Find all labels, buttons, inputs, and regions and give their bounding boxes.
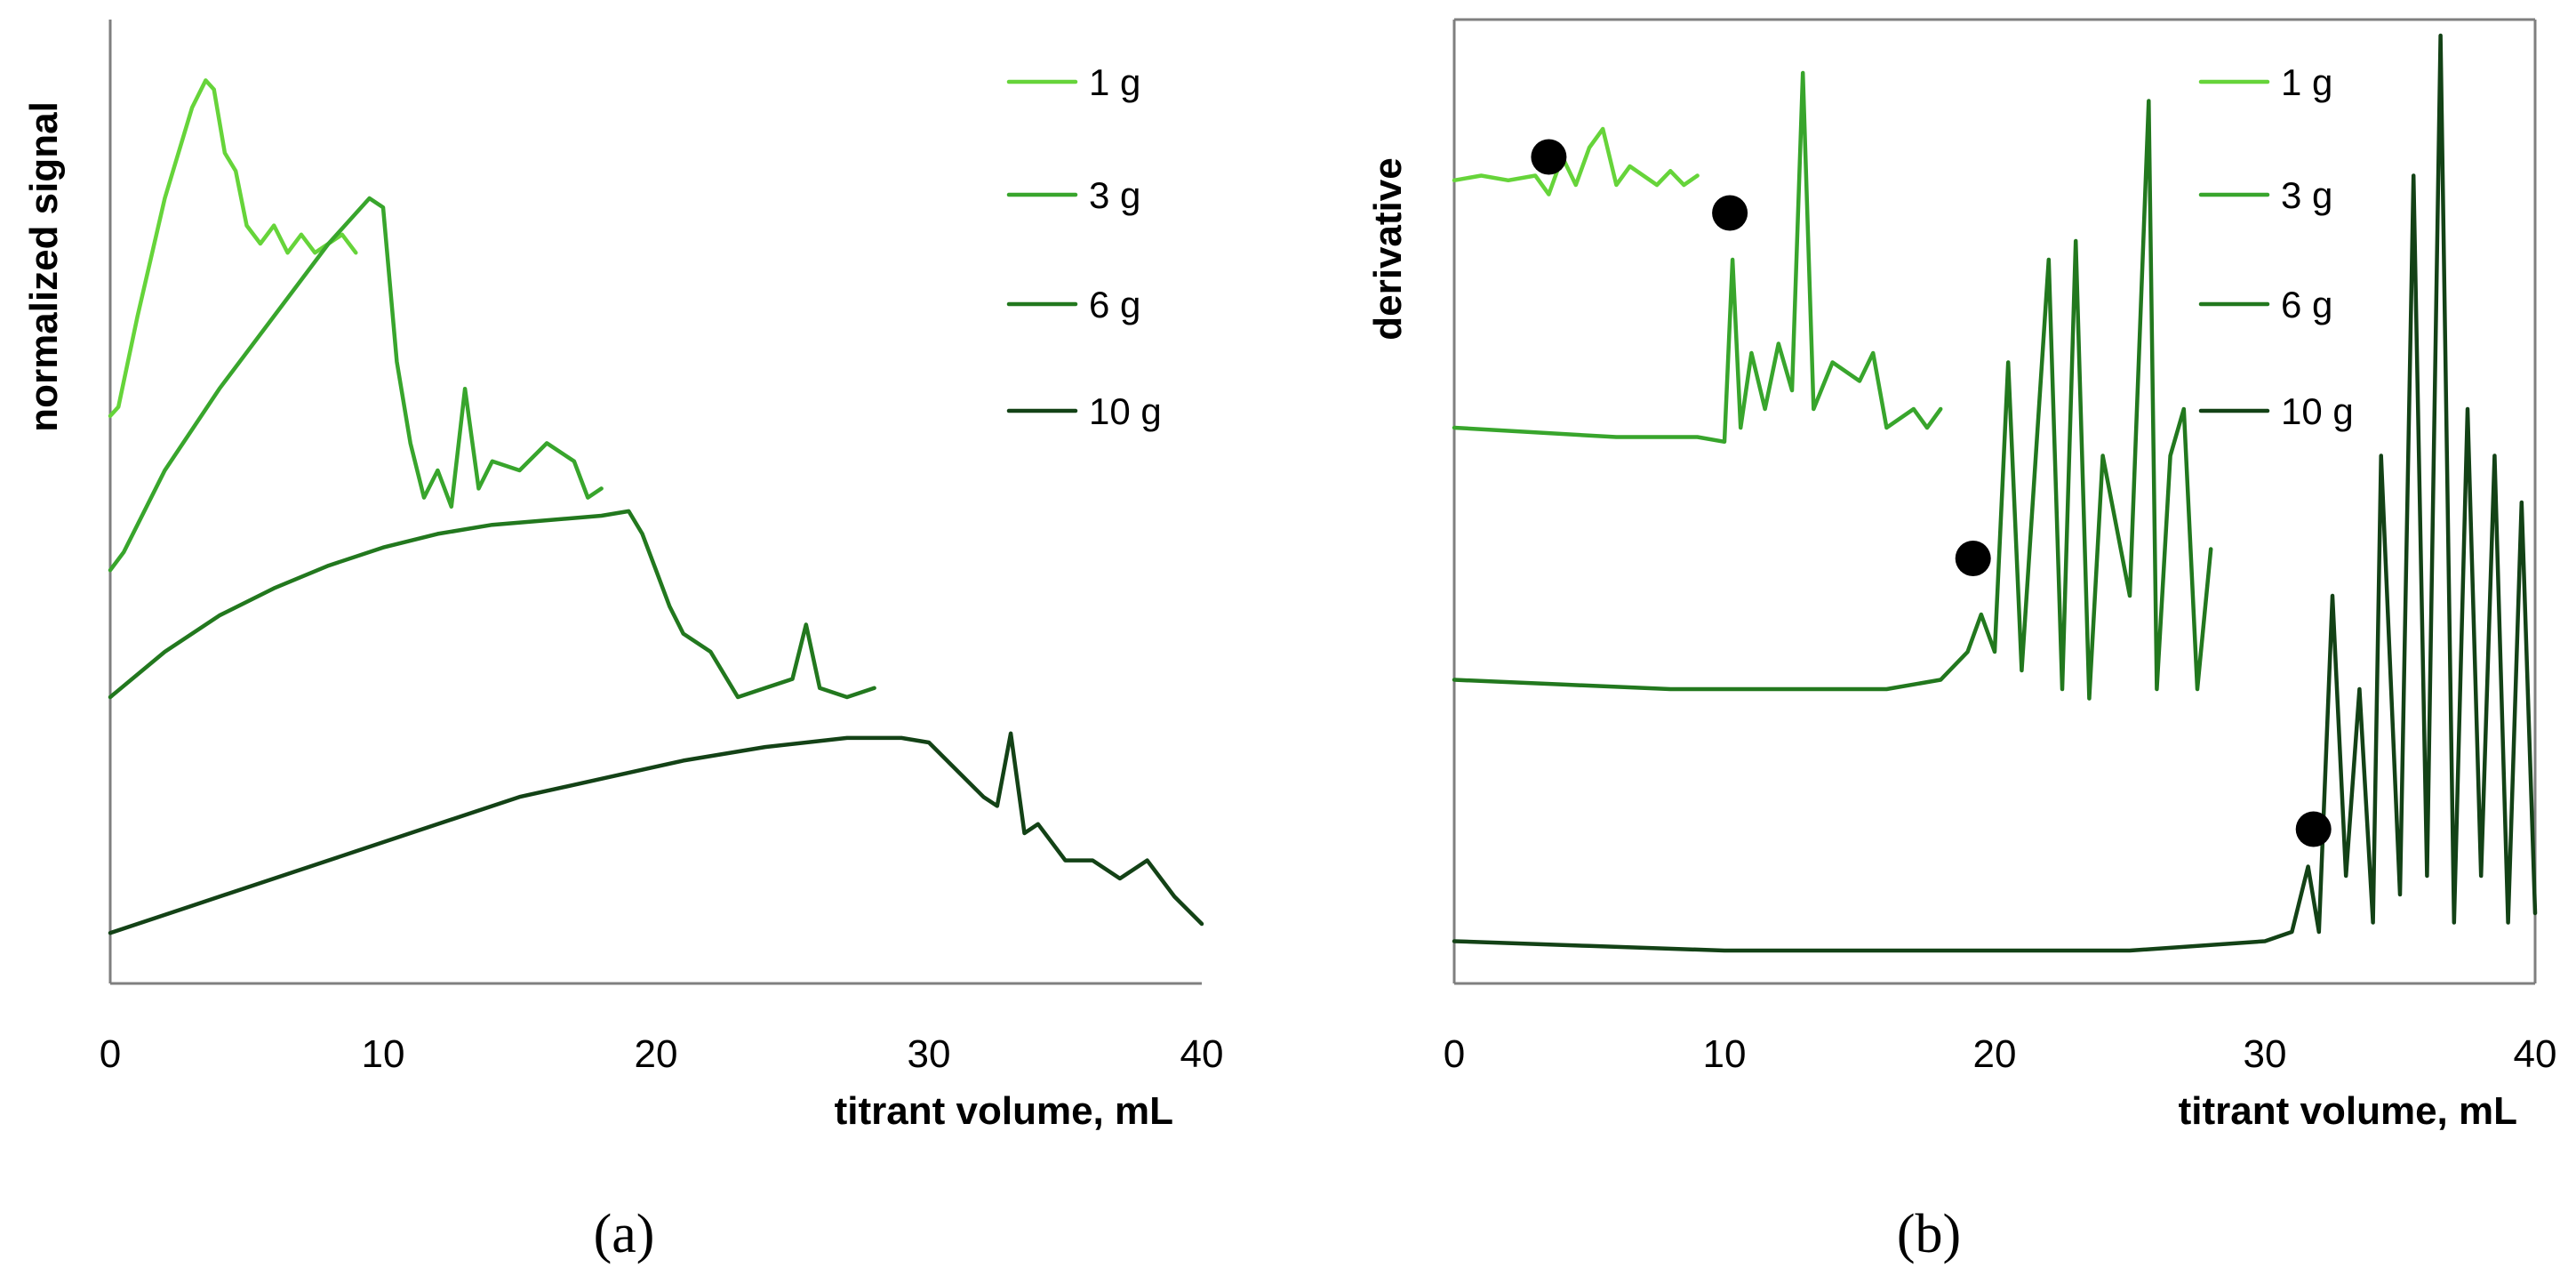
legend-label: 10 g bbox=[1089, 390, 1162, 432]
panel-label-b: (b) bbox=[1897, 1204, 1961, 1264]
x-tick-label: 30 bbox=[908, 1032, 951, 1076]
series-line-1g bbox=[108, 78, 358, 419]
x-tick-label: 30 bbox=[2244, 1032, 2287, 1076]
x-tick-labels-a: 0 10 20 30 40 bbox=[100, 1032, 1224, 1076]
x-axis-title-a: titrant volume, mL bbox=[835, 1089, 1173, 1133]
legend-label: 6 g bbox=[2281, 284, 2332, 325]
series-line-1g bbox=[1452, 126, 1700, 197]
series-line-6g bbox=[108, 509, 876, 700]
legend-b: 1 g 3 g 6 g 10 g bbox=[2198, 61, 2354, 432]
panel-a: 0 10 20 30 40 titrant volume, mL normali… bbox=[22, 20, 1223, 1264]
x-tick-label: 10 bbox=[1703, 1032, 1747, 1076]
endpoint-marker-3g bbox=[1712, 195, 1748, 231]
marker-group-b bbox=[1531, 139, 2332, 847]
legend-label: 3 g bbox=[1089, 174, 1140, 216]
legend-label: 6 g bbox=[1089, 284, 1140, 325]
panel-b: 0 10 20 30 40 titrant volume, mL derivat… bbox=[1366, 18, 2557, 1264]
x-tick-labels-b: 0 10 20 30 40 bbox=[1444, 1032, 2557, 1076]
x-tick-label: 0 bbox=[100, 1032, 121, 1076]
panel-label-a: (a) bbox=[594, 1204, 655, 1264]
series-line-3g bbox=[1452, 70, 1943, 445]
x-axis-title-b: titrant volume, mL bbox=[2179, 1089, 2517, 1133]
endpoint-marker-10g bbox=[2295, 811, 2332, 847]
series-group-b bbox=[1452, 33, 2538, 953]
endpoint-marker-6g bbox=[1955, 541, 1991, 576]
series-group-a bbox=[108, 78, 1204, 935]
legend-label: 1 g bbox=[1089, 61, 1140, 103]
legend-label: 1 g bbox=[2281, 61, 2332, 103]
x-tick-label: 0 bbox=[1444, 1032, 1465, 1076]
x-tick-label: 40 bbox=[2514, 1032, 2557, 1076]
legend-label: 10 g bbox=[2281, 390, 2354, 432]
x-tick-label: 10 bbox=[362, 1032, 405, 1076]
series-line-10g bbox=[1452, 33, 2538, 953]
legend-a: 1 g 3 g 6 g 10 g bbox=[1006, 61, 1162, 432]
legend-label: 3 g bbox=[2281, 174, 2332, 216]
x-tick-label: 20 bbox=[635, 1032, 678, 1076]
series-line-3g bbox=[108, 196, 604, 573]
x-tick-label: 20 bbox=[1973, 1032, 2017, 1076]
series-line-10g bbox=[108, 731, 1204, 935]
series-line-6g bbox=[1452, 99, 2213, 701]
x-tick-label: 40 bbox=[1180, 1032, 1224, 1076]
y-axis-title-a: normalized signal bbox=[22, 101, 66, 432]
endpoint-marker-1g bbox=[1531, 139, 1567, 175]
y-axis-title-b: derivative bbox=[1366, 157, 1410, 340]
